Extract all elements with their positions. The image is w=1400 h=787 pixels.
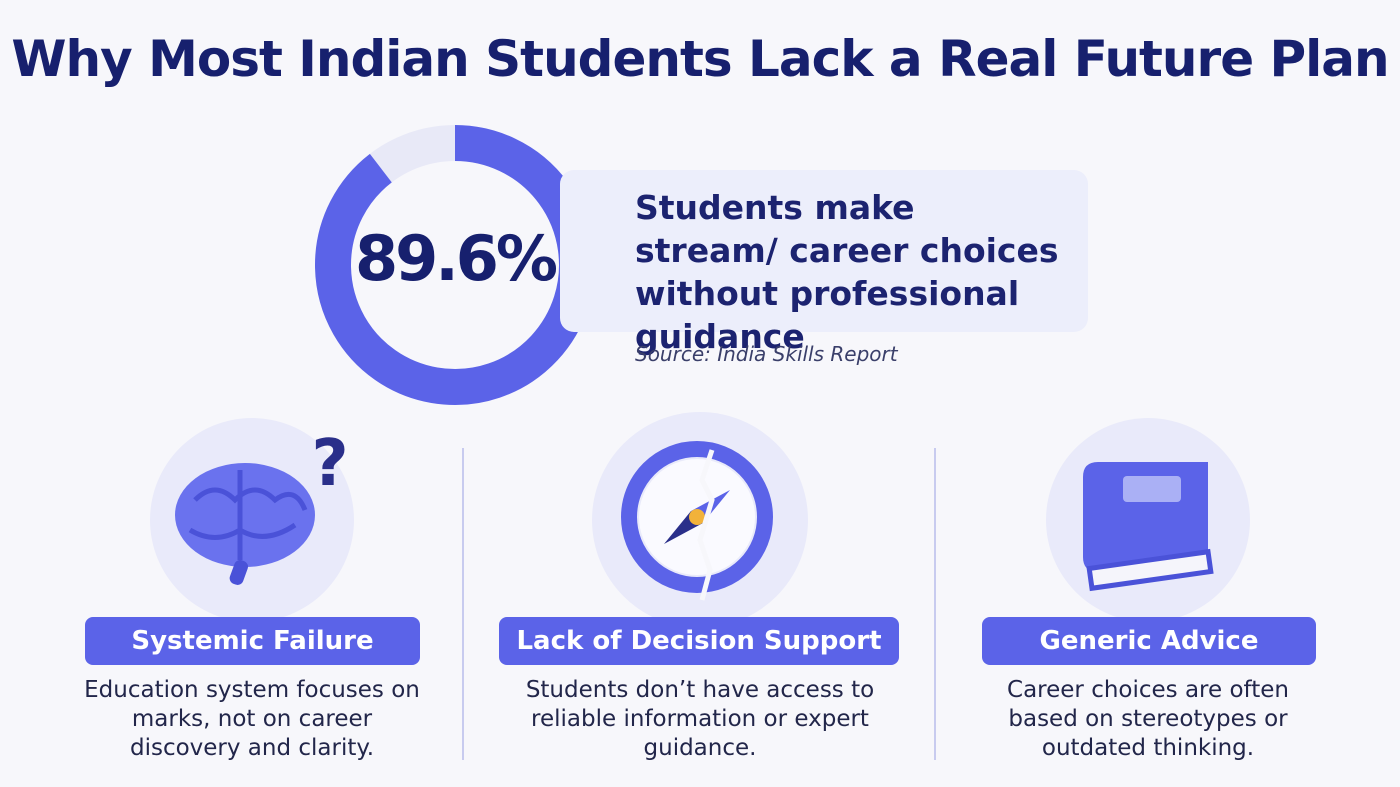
compass-icon (621, 441, 773, 601)
book-icon (1083, 462, 1214, 592)
card-text: Career choices are often based on stereo… (1007, 677, 1289, 761)
stat-box (560, 170, 1088, 332)
stat-value: 89.6% (354, 222, 558, 295)
card-title: Lack of Decision Support (499, 617, 899, 665)
stat-description: Students make stream/ career choices wit… (635, 188, 1059, 356)
card-text: Education system focuses on marks, not o… (84, 677, 420, 761)
card-title: Systemic Failure (85, 617, 420, 665)
title: Why Most Indian Students Lack a Real Fut… (11, 30, 1389, 88)
svg-text:?: ? (311, 427, 348, 501)
donut-arc (315, 125, 595, 405)
card-title: Generic Advice (982, 617, 1316, 665)
brain-icon: ? (175, 427, 349, 585)
source: Source: India Skills Report (635, 342, 898, 366)
card-text: Students don’t have access to reliable i… (525, 677, 875, 761)
